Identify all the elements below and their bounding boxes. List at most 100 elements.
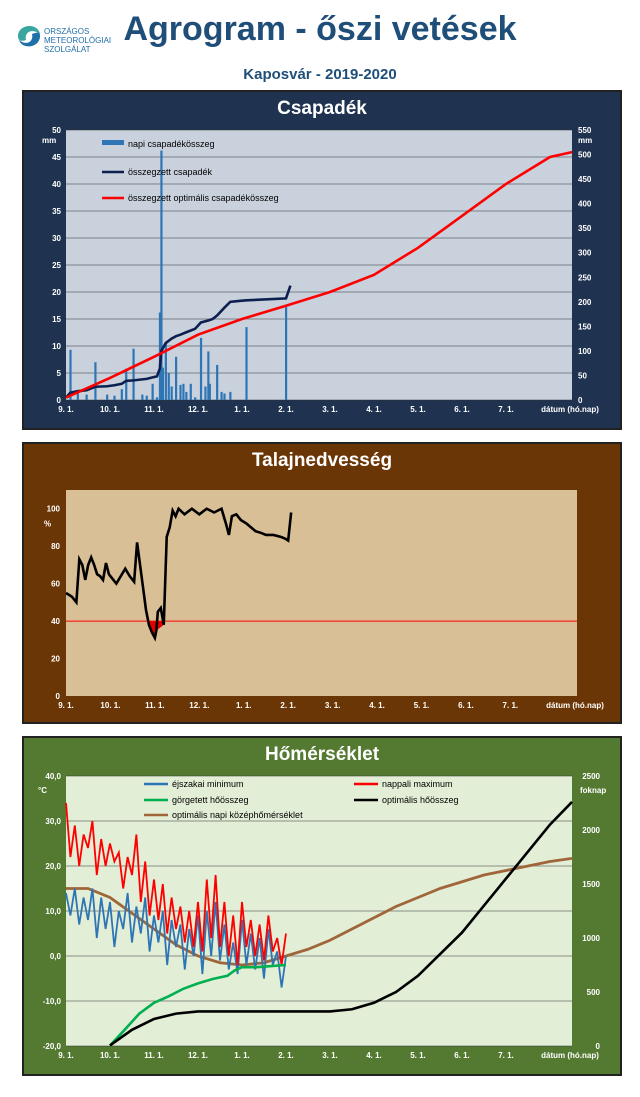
y-tick-label: 0 xyxy=(56,692,61,701)
precipitation-title: Csapadék xyxy=(277,98,367,119)
x-tick-label: 7. 1. xyxy=(498,405,514,414)
y-tick-label: 40,0 xyxy=(45,772,61,781)
y-tick-label: 0,0 xyxy=(50,952,62,961)
precipitation-bar xyxy=(285,307,288,400)
y2-tick-label: 100 xyxy=(578,347,592,356)
y-tick-label: 100 xyxy=(47,505,61,514)
y-tick-label: 20,0 xyxy=(45,862,61,871)
y2-tick-label: 200 xyxy=(578,298,592,307)
x-tick-label: 5. 1. xyxy=(410,1051,426,1060)
x-tick-label: 1. 1. xyxy=(236,701,252,710)
precipitation-bar xyxy=(179,384,182,400)
y-tick-label: 60 xyxy=(51,580,60,589)
y2-tick-label: 50 xyxy=(578,371,587,380)
precipitation-bar xyxy=(164,343,167,400)
precipitation-panel: 0 5 10 15 20 25 30 35 40 45 50 0 50 100 150 200 250 300 35… xyxy=(22,90,622,430)
page-title: Agrogram - őszi vetések xyxy=(123,10,517,48)
x-tick-label: 3. 1. xyxy=(325,701,341,710)
legend-entry: összegzett optimális csapadékösszeg xyxy=(128,193,279,203)
cumulative-precip-line xyxy=(65,285,292,399)
precipitation-bar xyxy=(182,383,185,400)
x-tick-label: 10. 1. xyxy=(100,405,120,414)
x-axis-label: dátum (hó.nap) xyxy=(546,701,604,710)
legend-entry: optimális napi középhőmérséklet xyxy=(172,810,303,820)
legend-entry: nappali maximum xyxy=(382,779,453,789)
y-tick-label: 45 xyxy=(52,153,61,162)
y2-tick-label: 2000 xyxy=(582,826,600,835)
precipitation-bar xyxy=(194,397,197,400)
optimal-precip-line xyxy=(65,150,573,399)
y2-tick-label: 150 xyxy=(578,322,592,331)
precipitation-bar xyxy=(141,394,144,400)
y-axis-unit: °C xyxy=(38,786,47,795)
y-tick-label: 30,0 xyxy=(45,817,61,826)
y-tick-label: 15 xyxy=(52,315,61,324)
precipitation-bar xyxy=(223,393,226,400)
x-tick-label: 1. 1. xyxy=(234,405,250,414)
precipitation-chart: 0510152025303540455005010015020025030035… xyxy=(42,126,599,414)
y-tick-label: 10,0 xyxy=(45,907,61,916)
x-tick-label: 6. 1. xyxy=(458,701,474,710)
x-tick-label: 10. 1. xyxy=(100,1051,120,1060)
y2-tick-label: 500 xyxy=(578,151,592,160)
y-tick-label: -10,0 xyxy=(43,997,62,1006)
soil-moisture-line xyxy=(65,506,293,642)
legend-entry: éjszakai minimum xyxy=(172,779,244,789)
y-tick-label: 50 xyxy=(52,126,61,135)
optimal-mean-temp-line xyxy=(66,856,573,967)
precipitation-bar xyxy=(94,362,97,400)
y-tick-label: -20,0 xyxy=(43,1042,62,1051)
y2-axis-unit: foknap xyxy=(580,786,606,795)
y-tick-label: 0 xyxy=(57,396,62,405)
x-tick-label: 4. 1. xyxy=(366,405,382,414)
precipitation-bar xyxy=(160,150,163,400)
optimal-heat-sum-line xyxy=(109,801,573,1047)
y-tick-label: 35 xyxy=(52,207,61,216)
precipitation-bar xyxy=(245,327,248,400)
x-tick-label: 5. 1. xyxy=(414,701,430,710)
x-tick-label: 6. 1. xyxy=(454,405,470,414)
y2-tick-label: 400 xyxy=(578,200,592,209)
legend-entry: összegzett csapadék xyxy=(128,167,213,177)
y2-tick-label: 1000 xyxy=(582,934,600,943)
temperature-panel: -20,0 -10,0 0,0 10,0 20,0 30,0 40,0 0 500 1000 150… xyxy=(22,736,622,1076)
x-tick-label: 12. 1. xyxy=(188,1051,208,1060)
precipitation-bar xyxy=(125,368,128,400)
x-tick-label: 5. 1. xyxy=(410,405,426,414)
rolling-heat-sum-line xyxy=(109,963,287,1047)
x-tick-label: 4. 1. xyxy=(366,1051,382,1060)
x-tick-label: 11. 1. xyxy=(145,701,165,710)
precipitation-bar xyxy=(208,383,211,400)
y2-tick-label: 250 xyxy=(578,273,592,282)
night-min-line xyxy=(65,888,287,988)
precipitation-bar xyxy=(216,364,219,400)
precipitation-bar xyxy=(151,383,154,400)
y2-tick-label: 0 xyxy=(596,1042,601,1051)
precipitation-bar xyxy=(120,389,123,400)
x-tick-label: 2. 1. xyxy=(280,701,296,710)
org-line-1: ORSZÁGOS xyxy=(44,27,89,36)
x-tick-label: 10. 1. xyxy=(100,701,120,710)
precipitation-bar xyxy=(229,391,232,400)
x-tick-label: 9. 1. xyxy=(58,1051,74,1060)
precipitation-bar xyxy=(155,397,159,400)
day-max-line xyxy=(65,802,287,966)
x-axis-label: dátum (hó.nap) xyxy=(541,1051,599,1060)
x-tick-label: 12. 1. xyxy=(189,701,209,710)
x-tick-label: 9. 1. xyxy=(58,405,74,414)
x-axis-label: dátum (hó.nap) xyxy=(541,405,599,414)
x-tick-label: 2. 1. xyxy=(278,405,294,414)
x-tick-label: 11. 1. xyxy=(144,405,164,414)
temperature-title: Hőmérséklet xyxy=(264,744,380,765)
precipitation-bar xyxy=(106,394,109,400)
y-tick-label: 20 xyxy=(51,655,60,664)
temperature-chart: -20,0 -10,0 0,0 10,0 20,0 30,0 40,0 0 500 1000 150… xyxy=(38,772,606,1060)
page-subtitle: Kaposvár - 2019-2020 xyxy=(243,66,397,83)
x-tick-label: 11. 1. xyxy=(144,1051,164,1060)
y2-tick-label: 550 xyxy=(578,126,592,135)
y-tick-label: 40 xyxy=(51,617,60,626)
soil-moisture-panel: 0 20 40 60 80 100% 9. 1. 10. 1. 11. 1. 12. 1. 1. 1… xyxy=(22,442,622,724)
precipitation-bar xyxy=(185,391,188,400)
precipitation-bar xyxy=(132,348,135,400)
legend-entry: optimális hőösszeg xyxy=(382,795,459,805)
